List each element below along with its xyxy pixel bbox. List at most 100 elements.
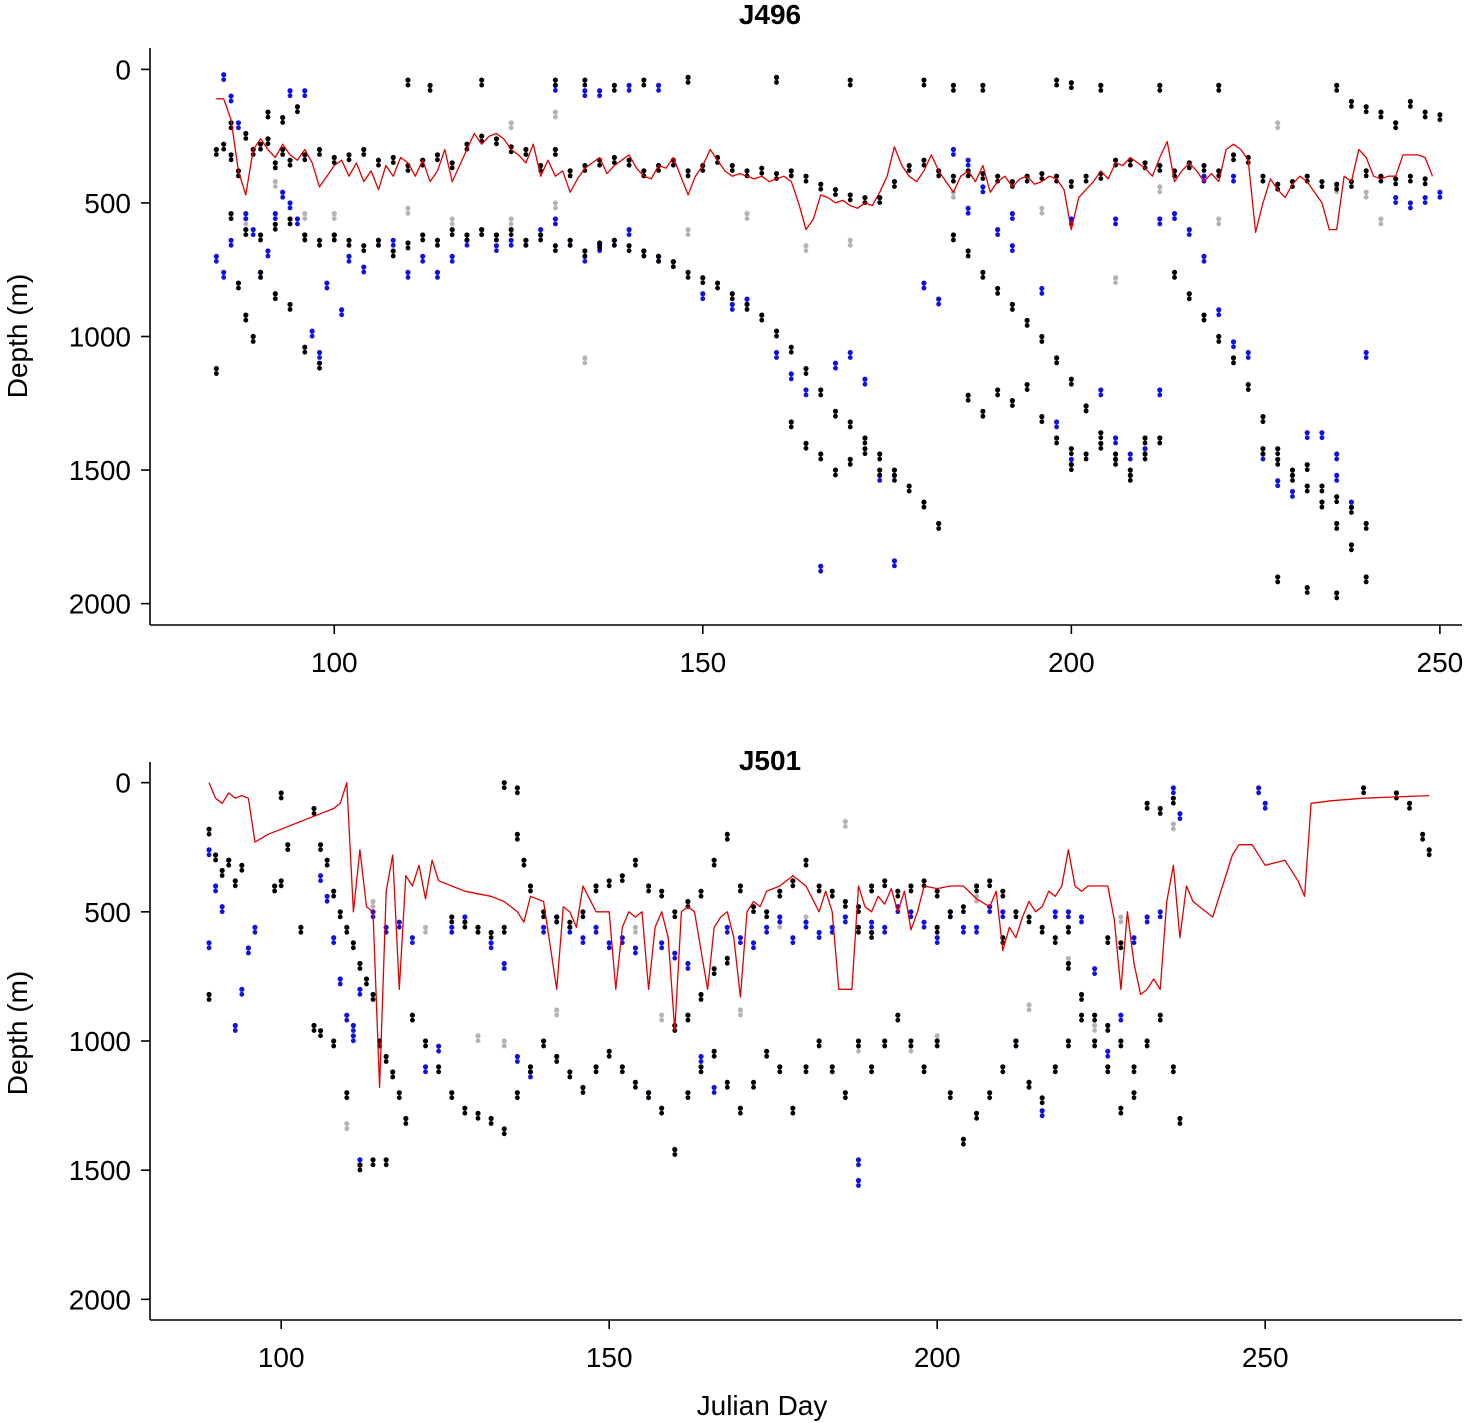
data-point — [1113, 461, 1118, 467]
data-point — [1066, 929, 1071, 935]
data-point — [287, 162, 293, 168]
data-point — [435, 274, 440, 280]
data-point — [698, 1053, 704, 1060]
data-point — [960, 1136, 967, 1142]
data-point — [265, 136, 271, 142]
data-point — [611, 82, 617, 88]
data-point — [856, 929, 861, 935]
data-point — [1066, 914, 1071, 920]
data-point — [1098, 87, 1104, 93]
data-point — [626, 87, 632, 93]
plot-area — [206, 780, 1432, 1188]
data-point — [206, 826, 212, 832]
data-point — [567, 242, 573, 248]
data-point — [344, 1121, 350, 1127]
data-point — [961, 1141, 966, 1147]
data-point — [501, 924, 507, 930]
data-point — [847, 242, 853, 248]
data-point — [331, 154, 337, 161]
data-point — [833, 192, 838, 197]
data-point — [1112, 451, 1119, 457]
data-point — [774, 79, 779, 85]
data-point — [285, 842, 291, 848]
data-point — [597, 162, 603, 168]
data-point — [409, 1012, 415, 1018]
data-point — [344, 929, 350, 935]
data-point — [1260, 173, 1266, 179]
data-point — [777, 888, 783, 894]
data-point — [744, 307, 750, 312]
data-point — [309, 328, 315, 334]
data-point — [364, 981, 369, 987]
data-point — [252, 924, 258, 930]
data-point — [409, 935, 415, 941]
data-point — [1144, 1038, 1150, 1044]
data-point — [403, 1121, 409, 1126]
data-point — [1157, 221, 1163, 227]
data-point — [243, 232, 249, 238]
data-point — [346, 152, 352, 158]
data-point — [842, 914, 848, 920]
data-point — [552, 216, 558, 222]
data-point — [1118, 940, 1124, 946]
data-point — [724, 955, 730, 961]
data-point — [232, 1022, 238, 1029]
data-point — [493, 136, 500, 142]
data-point — [331, 893, 337, 899]
data-point — [593, 883, 599, 889]
data-point — [501, 960, 507, 967]
data-point — [1157, 82, 1163, 88]
data-point — [980, 82, 986, 88]
data-point — [488, 1115, 494, 1122]
data-point — [1112, 216, 1119, 222]
data-point — [213, 371, 219, 376]
data-point — [1319, 504, 1325, 510]
data-point — [1177, 816, 1183, 822]
data-point — [494, 237, 499, 243]
data-point — [221, 141, 227, 147]
data-point — [1039, 1108, 1045, 1114]
data-point — [494, 141, 499, 147]
data-point — [659, 1017, 665, 1023]
data-point — [847, 461, 853, 467]
y-tick-label: 2000 — [69, 1284, 131, 1315]
data-point — [462, 924, 468, 930]
data-point — [921, 878, 927, 884]
data-point — [501, 966, 507, 971]
data-point — [1319, 435, 1325, 441]
data-point — [1068, 451, 1074, 457]
data-point — [611, 237, 617, 243]
y-tick-label: 1500 — [69, 1155, 131, 1186]
data-point — [1201, 312, 1207, 318]
plot-area — [213, 72, 1443, 601]
series-grey-dives — [243, 109, 1384, 366]
data-point — [833, 413, 838, 419]
data-point — [882, 878, 888, 884]
data-point — [1098, 445, 1104, 451]
data-point — [672, 1146, 678, 1153]
data-point — [245, 945, 251, 951]
data-point — [1052, 1064, 1058, 1070]
data-point — [541, 914, 546, 920]
data-point — [250, 232, 256, 238]
data-point — [1118, 1012, 1124, 1018]
data-point — [1079, 919, 1084, 925]
data-point — [724, 1084, 730, 1090]
data-point — [1260, 419, 1266, 425]
data-point — [1201, 317, 1207, 323]
data-point — [1378, 178, 1384, 184]
data-point — [803, 924, 809, 930]
data-point — [257, 232, 264, 238]
data-point — [1024, 387, 1030, 392]
data-point — [1039, 1113, 1045, 1119]
data-point — [1052, 935, 1058, 941]
data-point — [685, 168, 691, 174]
data-point — [862, 451, 868, 457]
data-point — [818, 456, 824, 462]
data-point — [514, 790, 520, 796]
data-point — [405, 274, 411, 280]
data-point — [311, 805, 317, 812]
data-point — [670, 259, 676, 265]
data-point — [357, 1157, 363, 1163]
